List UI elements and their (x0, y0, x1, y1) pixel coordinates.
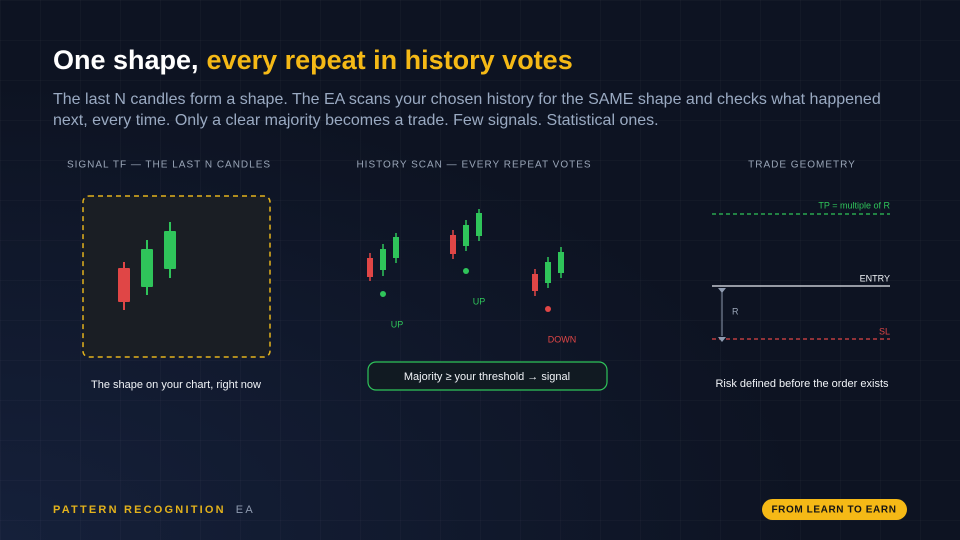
subtitle: The last N candles form a shape. The EA … (53, 91, 881, 129)
result-box (367, 361, 608, 391)
badge (762, 499, 907, 520)
brand: PATTERN RECOGNITION (53, 504, 226, 516)
result-text: Majority ≥ your threshold → signal (404, 371, 570, 383)
candles (118, 222, 176, 310)
sl-label: SL (879, 326, 890, 336)
tp-label: TP = multiple of R (818, 200, 890, 210)
badge-text: FROM LEARN TO EARN (771, 505, 896, 516)
title: One shape, every repeat in history votes (53, 45, 573, 75)
shape-box (82, 195, 271, 358)
brand-suffix: EA (236, 504, 255, 516)
vote-label: UP (391, 319, 404, 329)
vote-label: DOWN (548, 334, 577, 344)
panel-caption: The shape on your chart, right now (91, 379, 261, 391)
vote-label: UP (473, 296, 486, 306)
panel-heading: HISTORY SCAN — EVERY REPEAT VOTES (356, 160, 591, 171)
panel-caption: Risk defined before the order exists (715, 378, 889, 390)
panel-heading: SIGNAL TF — THE LAST N CANDLES (67, 160, 271, 171)
entry-label: ENTRY (860, 273, 890, 283)
history-candles (367, 209, 564, 312)
footer-brand: PATTERN RECOGNITION EA (53, 504, 255, 516)
risk-arrow (718, 288, 726, 342)
title-lead: One shape, (53, 45, 199, 75)
risk-label: R (732, 306, 739, 316)
title-highlight: every repeat in history votes (207, 45, 573, 75)
panel-heading: TRADE GEOMETRY (748, 160, 856, 171)
